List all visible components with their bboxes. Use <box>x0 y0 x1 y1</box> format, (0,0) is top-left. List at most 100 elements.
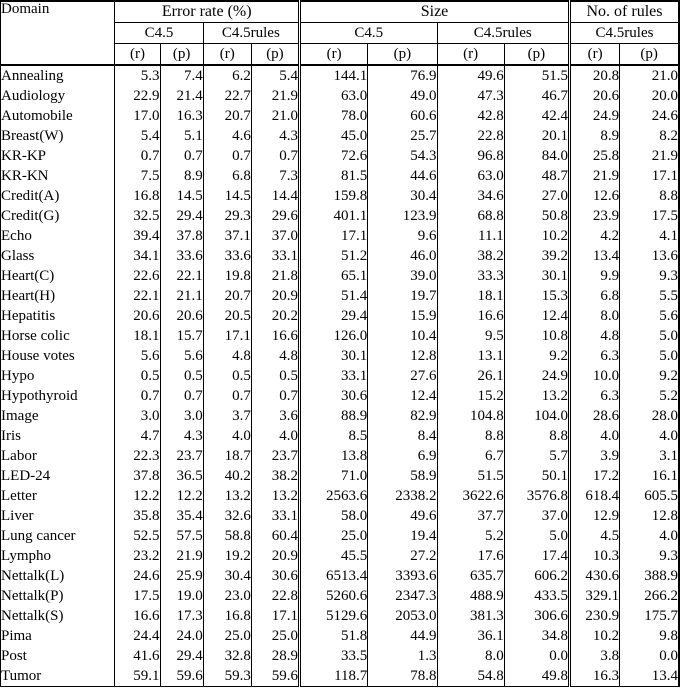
value-cell: 49.6 <box>367 506 437 526</box>
value-cell: 2563.6 <box>298 486 368 506</box>
value-cell: 37.1 <box>202 226 252 246</box>
value-cell: 34.6 <box>436 186 505 206</box>
value-cell: 4.3 <box>159 426 204 446</box>
domain-cell: Lung cancer <box>1 527 76 544</box>
value-cell: 51.5 <box>503 65 570 86</box>
value-cell: 10.4 <box>367 326 437 346</box>
value-cell: 63.0 <box>298 86 368 106</box>
value-cell: 0.7 <box>250 146 300 166</box>
value-cell: 7.5 <box>114 166 161 186</box>
value-cell: 49.0 <box>367 86 437 106</box>
value-cell: 3576.8 <box>503 486 570 506</box>
table-row: Credit(G) 32.5 29.4 29.3 29.6 401.1 123.9 68.8 5… <box>1 206 679 226</box>
value-cell: 22.6 <box>114 266 161 286</box>
value-cell: 20.1 <box>503 126 570 146</box>
value-cell: 5.3 <box>114 65 161 86</box>
table-row: Automobile 17.0 16.3 20.7 21.0 78.0 60.6 42.8 42… <box>1 106 679 126</box>
table-row: Credit(A) 16.8 14.5 14.5 14.4 159.8 30.4 34.6 27… <box>1 186 679 206</box>
domain-cell: Heart(H) <box>1 287 56 304</box>
value-cell: 8.8 <box>503 426 570 446</box>
value-cell: 12.6 <box>567 186 620 206</box>
value-cell: 104.0 <box>503 406 570 426</box>
value-cell: 175.7 <box>619 606 679 626</box>
value-cell: 71.0 <box>298 466 368 486</box>
value-cell: 49.6 <box>436 65 505 86</box>
domain-cell: Credit(G) <box>1 207 60 224</box>
value-cell: 306.6 <box>503 606 570 626</box>
value-cell: 96.8 <box>436 146 505 166</box>
value-cell: 388.9 <box>619 566 679 586</box>
value-cell: 51.4 <box>298 286 368 306</box>
value-cell: 12.2 <box>114 486 161 506</box>
domain-cell: Credit(A) <box>1 187 60 204</box>
value-cell: 5.6 <box>619 306 679 326</box>
value-cell: 23.2 <box>114 546 161 566</box>
value-cell: 7.3 <box>250 166 300 186</box>
value-cell: 20.2 <box>250 306 300 326</box>
domain-cell: Nettalk(P) <box>1 587 64 604</box>
value-cell: 123.9 <box>367 206 437 226</box>
value-cell: 20.7 <box>202 106 252 126</box>
value-cell: 488.9 <box>436 586 505 606</box>
col-header-p: (p) <box>367 43 437 65</box>
value-cell: 10.3 <box>567 546 620 566</box>
value-cell: 0.7 <box>250 386 300 406</box>
value-cell: 15.7 <box>159 326 204 346</box>
table-row: Nettalk(L) 24.6 25.9 30.4 30.6 6513.4 3393.6 63… <box>1 566 679 586</box>
value-cell: 58.9 <box>367 466 437 486</box>
value-cell: 0.5 <box>250 366 300 386</box>
value-cell: 32.6 <box>202 506 252 526</box>
value-cell: 13.2 <box>250 486 300 506</box>
value-cell: 5.2 <box>436 526 505 546</box>
value-cell: 5.0 <box>619 346 679 366</box>
value-cell: 21.9 <box>567 166 620 186</box>
value-cell: 8.8 <box>619 186 679 206</box>
value-cell: 10.2 <box>567 626 620 646</box>
value-cell: 22.7 <box>202 86 252 106</box>
value-cell: 15.3 <box>503 286 570 306</box>
value-cell: 9.5 <box>436 326 505 346</box>
domain-cell: KR-KN <box>1 167 49 184</box>
value-cell: 3.1 <box>619 446 679 466</box>
table-row: Breast(W) 5.4 5.1 4.6 4.3 45.0 25.7 22.8 20.1 8.9… <box>1 126 679 146</box>
value-cell: 5.4 <box>250 65 300 86</box>
value-cell: 20.0 <box>619 86 679 106</box>
domain-cell: Glass <box>1 247 35 264</box>
value-cell: 23.0 <box>202 586 252 606</box>
col-header-r: (r) <box>298 43 368 65</box>
value-cell: 0.7 <box>114 146 161 166</box>
col-header-size-c45: C4.5 <box>298 22 437 44</box>
value-cell: 3.6 <box>250 406 300 426</box>
value-cell: 54.3 <box>367 146 437 166</box>
value-cell: 59.6 <box>250 666 300 687</box>
domain-cell: Pima <box>1 627 32 644</box>
value-cell: 17.4 <box>503 546 570 566</box>
value-cell: 0.5 <box>202 366 252 386</box>
value-cell: 0.7 <box>159 386 204 406</box>
col-header-size-c45rules: C4.5rules <box>436 22 570 44</box>
value-cell: 17.6 <box>436 546 505 566</box>
value-cell: 118.7 <box>298 666 368 687</box>
value-cell: 37.7 <box>436 506 505 526</box>
value-cell: 4.8 <box>202 346 252 366</box>
value-cell: 48.7 <box>503 166 570 186</box>
value-cell: 19.0 <box>159 586 204 606</box>
value-cell: 606.2 <box>503 566 570 586</box>
value-cell: 0.0 <box>503 646 570 666</box>
value-cell: 12.4 <box>367 386 437 406</box>
value-cell: 8.9 <box>567 126 620 146</box>
value-cell: 51.5 <box>436 466 505 486</box>
value-cell: 329.1 <box>567 586 620 606</box>
table-row: Horse colic 18.1 15.7 17.1 16.6 126.0 10.4 9.5 1… <box>1 326 679 346</box>
table-row: KR-KN 7.5 8.9 6.8 7.3 81.5 44.6 63.0 48.7 21.9 17.… <box>1 166 679 186</box>
value-cell: 17.3 <box>159 606 204 626</box>
value-cell: 37.8 <box>159 226 204 246</box>
value-cell: 59.1 <box>114 666 161 687</box>
value-cell: 20.8 <box>567 65 620 86</box>
value-cell: 635.7 <box>436 566 505 586</box>
value-cell: 57.5 <box>159 526 204 546</box>
value-cell: 38.2 <box>436 246 505 266</box>
value-cell: 59.6 <box>159 666 204 687</box>
value-cell: 13.2 <box>202 486 252 506</box>
